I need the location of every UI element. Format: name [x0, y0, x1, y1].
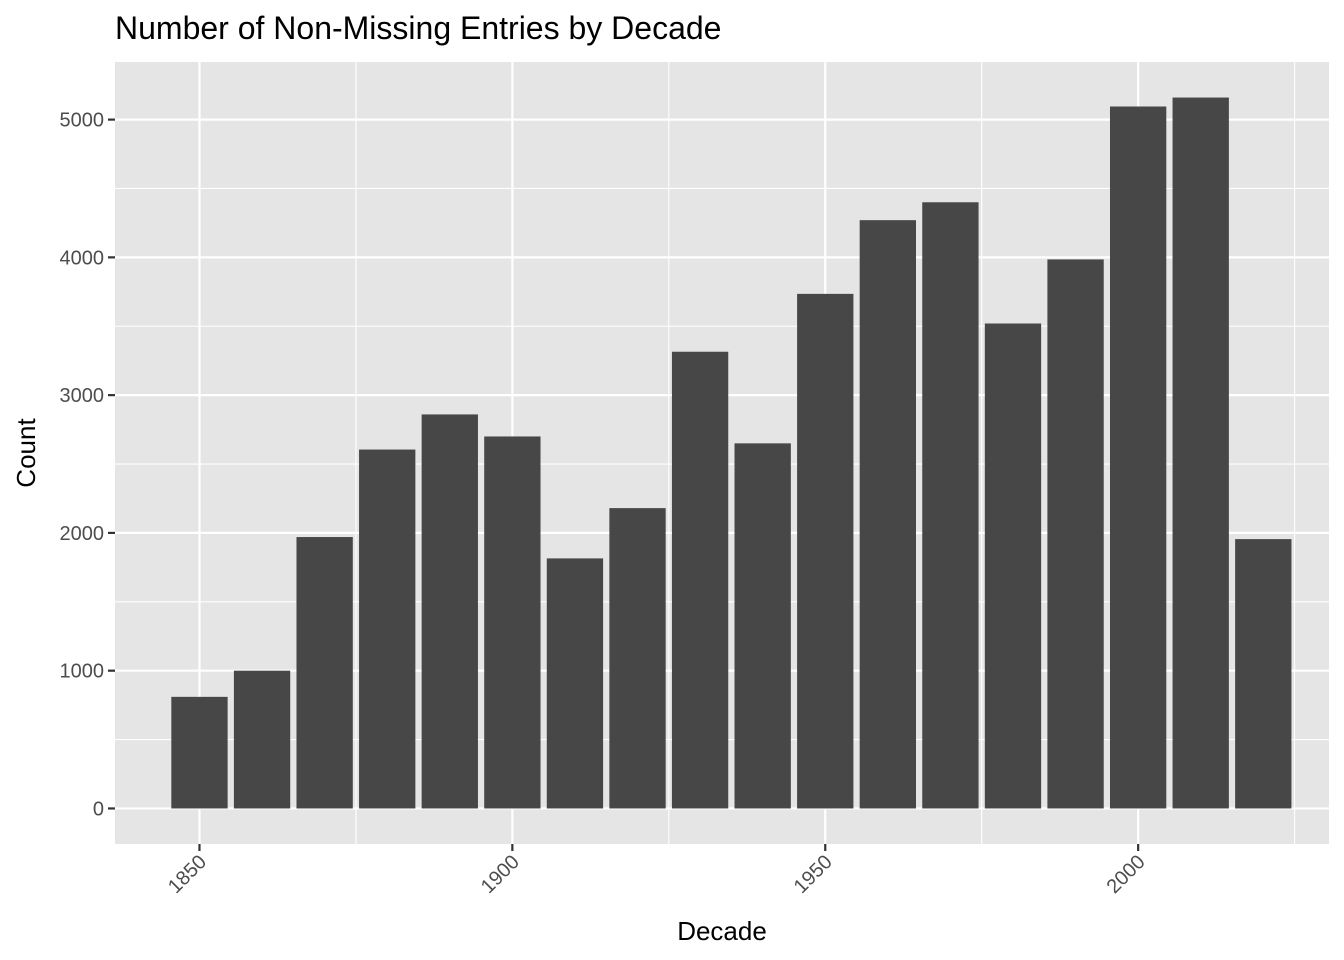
bar-2020	[1235, 539, 1292, 809]
chart-title: Number of Non-Missing Entries by Decade	[115, 10, 721, 46]
x-tick-label: 2000	[1103, 851, 1150, 898]
y-tick-label: 5000	[60, 110, 105, 132]
y-axis-label: Count	[11, 418, 41, 488]
bar-1960	[859, 220, 916, 809]
bars	[171, 97, 1292, 809]
bar-1880	[359, 449, 416, 809]
bar-1980	[984, 323, 1042, 809]
bar-2010	[1172, 97, 1229, 809]
bar-1870	[296, 537, 353, 809]
bar-2000	[1109, 106, 1167, 809]
bar-1930	[671, 351, 729, 809]
bar-1890	[421, 414, 478, 809]
y-axis-ticks: 0 1000 2000 3000 4000 5000	[60, 110, 115, 820]
bar-1860	[233, 670, 291, 809]
bar-1940	[734, 443, 791, 809]
bar-1850	[171, 696, 228, 809]
bar-1970	[922, 202, 979, 809]
x-tick-label: 1950	[790, 851, 837, 898]
x-tick-label: 1900	[477, 851, 524, 898]
y-tick-label: 1000	[60, 661, 105, 683]
y-tick-label: 3000	[60, 385, 105, 407]
x-tick-label: 1850	[164, 851, 211, 898]
x-axis-ticks: 1850 1900 1950 2000	[164, 844, 1150, 898]
y-tick-label: 0	[93, 798, 104, 820]
bar-1990	[1047, 259, 1104, 809]
bar-1920	[609, 508, 666, 809]
bar-1900	[484, 436, 541, 809]
bar-1950	[797, 293, 854, 809]
y-tick-label: 4000	[60, 247, 105, 269]
bar-1910	[546, 558, 604, 809]
y-tick-label: 2000	[60, 523, 105, 545]
x-axis-label: Decade	[677, 916, 767, 946]
